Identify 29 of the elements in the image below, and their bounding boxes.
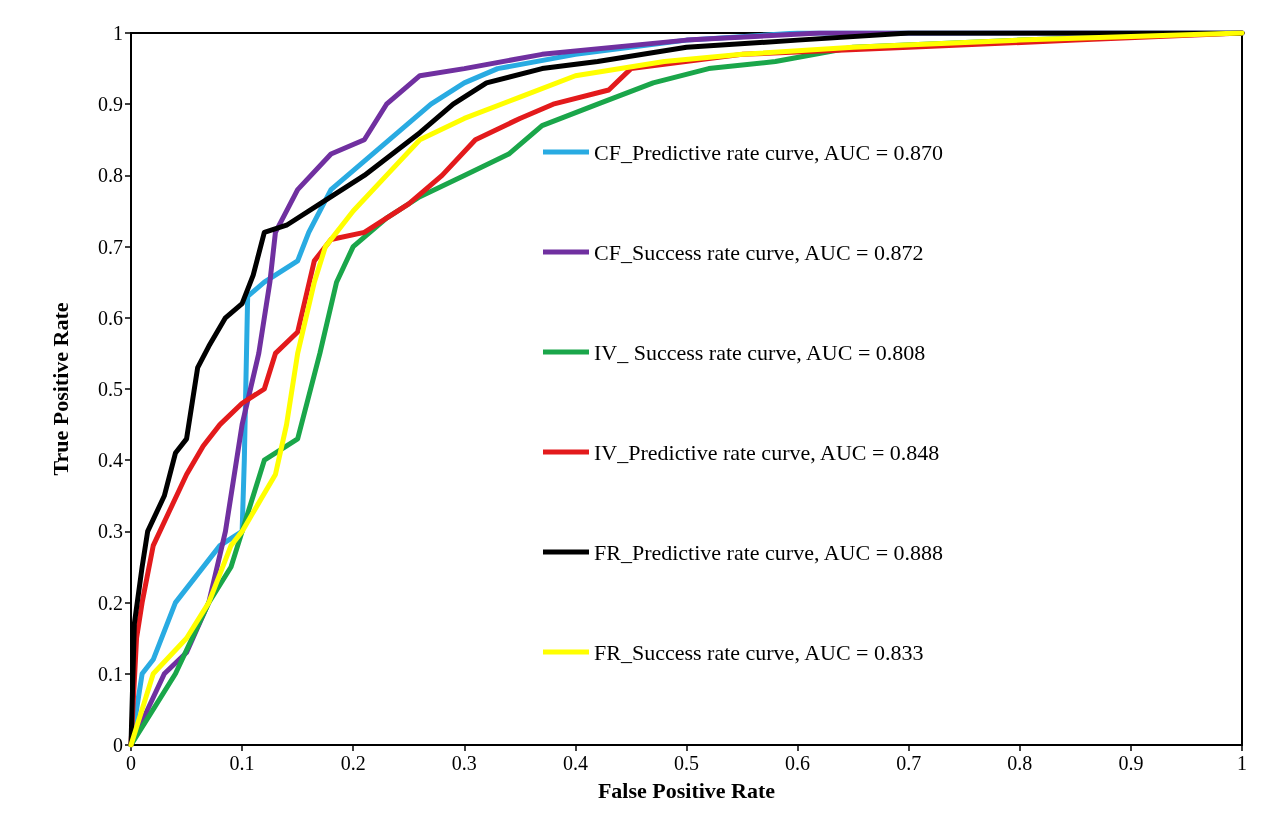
y-tick-label: 0.5 [98,378,123,400]
legend-label: FR_Predictive rate curve, AUC = 0.888 [594,539,944,565]
y-tick-label: 0.8 [98,164,123,187]
x-tick-label: 0.7 [896,752,922,774]
y-axis-title: True Positive Rate [47,302,73,476]
y-tick-label: 0.7 [98,235,123,258]
x-tick-label: 0.2 [340,752,366,774]
legend-label: IV_ Success rate curve, AUC = 0.808 [594,339,926,365]
y-tick-label: 0.4 [98,449,123,472]
y-tick-label: 0.6 [98,306,123,329]
legend-label: FR_Success rate curve, AUC = 0.833 [594,639,924,665]
x-tick-label: 0.5 [674,752,699,774]
x-tick-label: 0.8 [1007,752,1033,774]
x-tick-label: 0.4 [562,752,588,774]
x-tick-label: 0.9 [1118,752,1144,774]
y-tick-label: 0.1 [98,662,123,685]
x-axis-title: False Positive Rate [597,777,776,803]
x-tick-label: 1 [1237,752,1247,774]
x-tick-label: 0.3 [451,752,477,774]
x-tick-label: 0.1 [229,752,255,774]
y-tick-label: 0 [113,734,123,756]
y-tick-label: 0.3 [98,520,123,543]
legend-label: CF_Predictive rate curve, AUC = 0.870 [594,139,944,165]
legend-label: CF_Success rate curve, AUC = 0.872 [594,239,924,265]
y-tick-label: 0.9 [98,93,123,116]
y-tick-label: 1 [113,22,123,44]
x-tick-label: 0.6 [785,752,811,774]
y-tick-label: 0.2 [98,591,123,614]
legend-label: IV_Predictive rate curve, AUC = 0.848 [594,439,940,465]
